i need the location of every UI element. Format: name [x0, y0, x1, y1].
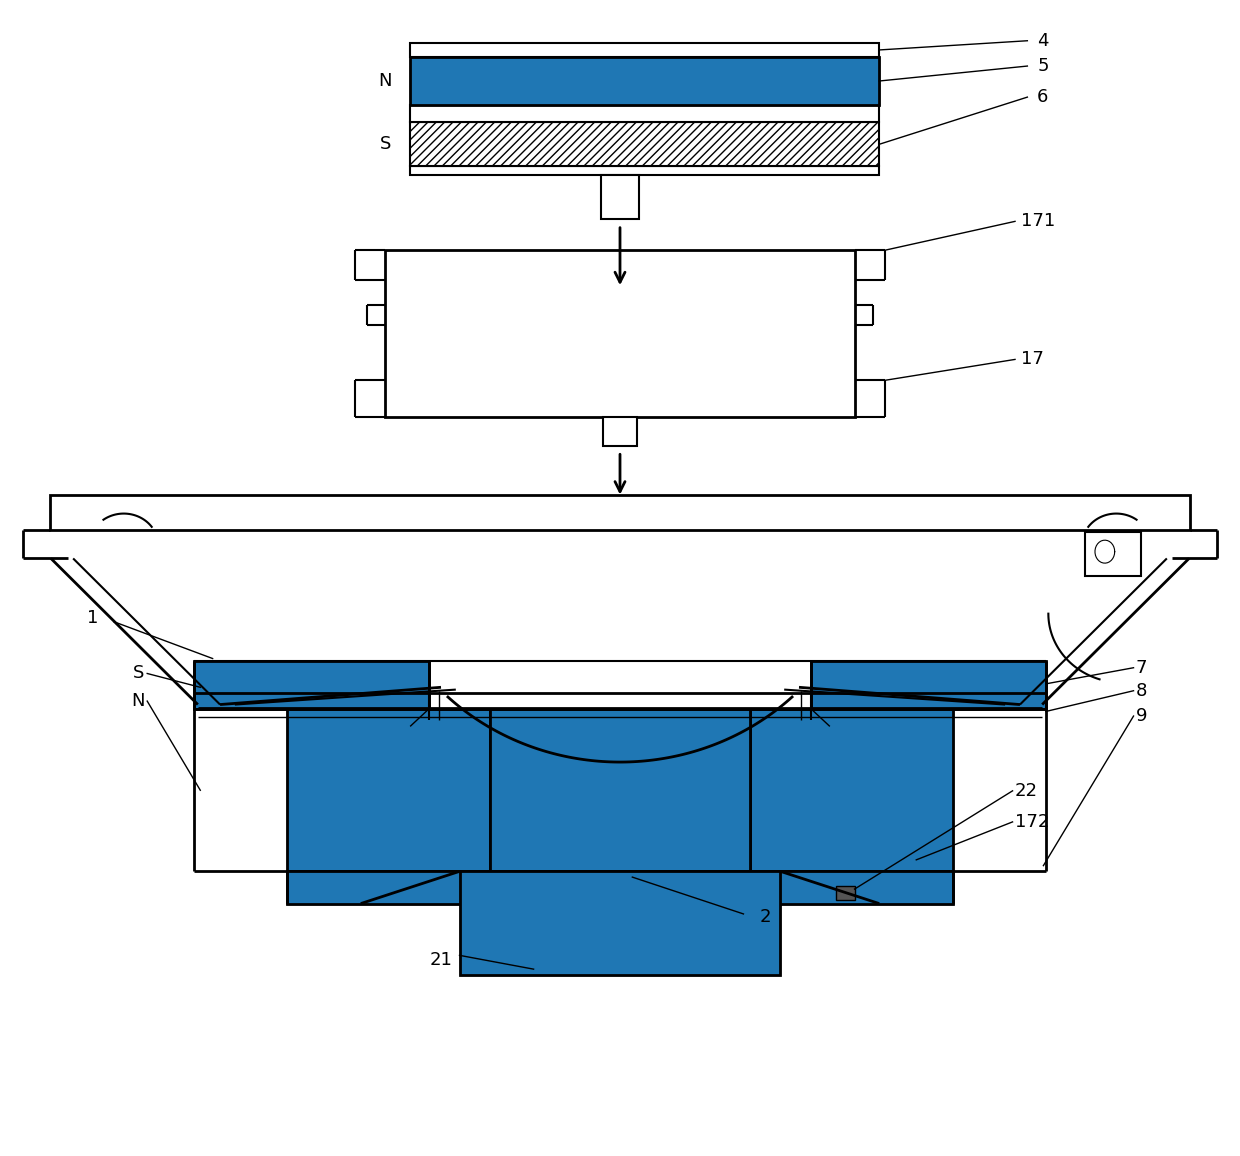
Bar [410, 57, 879, 105]
Text: 17: 17 [1022, 350, 1044, 369]
Text: S: S [134, 665, 145, 682]
Text: 22: 22 [1016, 781, 1038, 800]
Bar [811, 661, 1045, 709]
Text: N: N [131, 692, 145, 710]
Bar [195, 661, 429, 709]
Bar [645, 57, 879, 105]
Text: 4: 4 [1037, 31, 1049, 50]
Bar [811, 661, 1045, 709]
Text: 5: 5 [1037, 57, 1049, 75]
Bar [460, 872, 780, 975]
Bar [410, 123, 879, 166]
Bar [1085, 532, 1141, 576]
Bar [410, 105, 879, 123]
Text: 8: 8 [1136, 682, 1147, 699]
Text: 171: 171 [1022, 213, 1055, 230]
Bar [750, 709, 954, 872]
Text: 6: 6 [1037, 88, 1049, 106]
Bar [410, 166, 879, 176]
Bar [595, 57, 645, 105]
Bar [286, 709, 490, 872]
Text: 21: 21 [429, 951, 453, 969]
Bar [836, 887, 854, 901]
Bar [286, 872, 954, 904]
Text: S: S [381, 135, 392, 154]
Bar [286, 872, 954, 904]
Bar [386, 250, 854, 417]
Bar [410, 43, 879, 57]
Bar [195, 661, 429, 709]
Bar [50, 495, 1190, 529]
Bar [603, 417, 637, 446]
Bar [460, 872, 780, 975]
Text: 172: 172 [1016, 813, 1049, 831]
Text: N: N [378, 72, 392, 90]
Text: 2: 2 [760, 909, 771, 926]
Bar [410, 57, 595, 105]
Text: 9: 9 [1136, 707, 1147, 725]
Bar [490, 709, 750, 872]
Text: 7: 7 [1136, 659, 1147, 676]
Bar [490, 709, 750, 872]
Text: 1: 1 [87, 609, 98, 628]
Bar [601, 176, 639, 218]
Bar [750, 709, 954, 872]
Bar [286, 709, 490, 872]
